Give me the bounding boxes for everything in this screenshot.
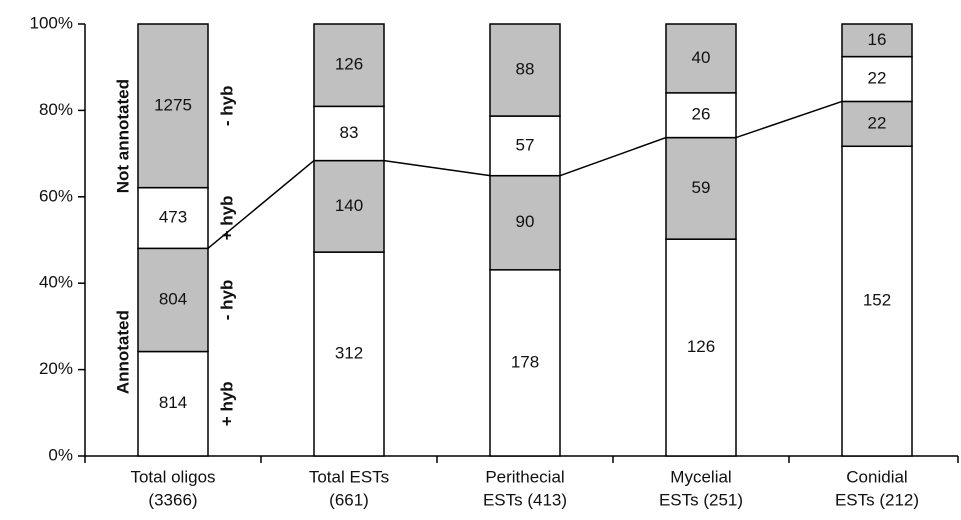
- bar-segment: [137, 23, 209, 189]
- x-tick-label: Conidial: [846, 467, 907, 486]
- connector: [559, 136, 667, 177]
- x-tick-label: ESTs (212): [835, 490, 919, 509]
- x-tick-label: (3366): [148, 490, 197, 509]
- data-label: 22: [868, 69, 887, 88]
- y-tick-label: 20%: [39, 359, 73, 378]
- connector: [207, 160, 315, 249]
- data-label: 126: [687, 337, 715, 356]
- bar-segment: [489, 23, 561, 117]
- data-label: 140: [335, 196, 363, 215]
- data-label: 83: [340, 123, 359, 142]
- data-label: 126: [335, 55, 363, 74]
- data-label: 40: [692, 48, 711, 67]
- data-label: 312: [335, 344, 363, 363]
- series-label: + hyb: [217, 381, 236, 426]
- x-tick-label: ESTs (251): [659, 490, 743, 509]
- bar-segment: [841, 145, 913, 457]
- bar-segment: [313, 23, 385, 108]
- x-tick-label: (661): [329, 490, 369, 509]
- y-tick-label: 80%: [39, 100, 73, 119]
- data-label: 16: [868, 30, 887, 49]
- bar-segment: [841, 55, 913, 103]
- y-tick-label: 40%: [39, 273, 73, 292]
- bar-segment: [137, 247, 209, 353]
- x-tick-label: Perithecial: [485, 467, 564, 486]
- bar-segment: [489, 115, 561, 177]
- bar-segment: [313, 251, 385, 457]
- data-label: 473: [159, 207, 187, 226]
- data-label: 57: [516, 135, 535, 154]
- group-label: Not annotated: [113, 79, 132, 193]
- series-label: - hyb: [217, 86, 236, 127]
- bar-segment: [313, 105, 385, 162]
- bar-segment: [841, 100, 913, 148]
- bar-segment: [489, 174, 561, 271]
- data-label: 59: [692, 178, 711, 197]
- bar-segment: [665, 23, 737, 94]
- bar-segment: [841, 23, 913, 58]
- x-tick-label: Total ESTs: [309, 467, 389, 486]
- data-label: 814: [159, 393, 187, 412]
- bar-segment: [665, 238, 737, 457]
- bar-segment: [489, 269, 561, 457]
- data-label: 90: [516, 212, 535, 231]
- series-label: - hyb: [217, 280, 236, 321]
- data-label: 1275: [154, 95, 192, 114]
- bar-segment: [665, 136, 737, 240]
- bar-segment: [313, 159, 385, 253]
- data-label: 22: [868, 113, 887, 132]
- x-tick-label: ESTs (413): [483, 490, 567, 509]
- data-label: 88: [516, 60, 535, 79]
- series-label: + hyb: [217, 196, 236, 241]
- x-tick-label: Mycelial: [670, 467, 731, 486]
- data-label: 804: [159, 289, 187, 308]
- group-label: Annotated: [113, 310, 132, 394]
- data-label: 26: [692, 105, 711, 124]
- bar-segment: [137, 186, 209, 250]
- x-tick-label: Total oligos: [130, 467, 215, 486]
- bar-segment: [137, 350, 209, 457]
- connector: [735, 100, 843, 139]
- data-label: 178: [511, 352, 539, 371]
- connector: [383, 159, 491, 177]
- y-tick-label: 60%: [39, 186, 73, 205]
- bar-segment: [665, 92, 737, 139]
- y-tick-label: 0%: [48, 445, 73, 464]
- data-label: 152: [863, 291, 891, 310]
- y-tick-label: 100%: [30, 13, 73, 32]
